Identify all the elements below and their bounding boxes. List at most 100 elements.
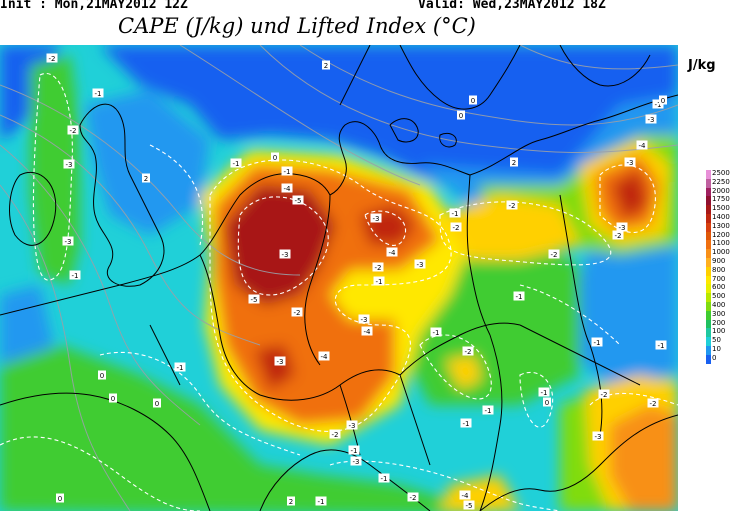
lifted-index-label-text: -1: [485, 407, 492, 415]
lifted-index-label-box: [548, 249, 560, 259]
lifted-index-label-box: [378, 473, 390, 483]
lifted-index-label-text: 2: [289, 498, 293, 506]
lifted-index-label-text: 0: [111, 395, 115, 403]
legend-swatch: [706, 187, 711, 197]
lifted-index-label-text: 0: [545, 399, 549, 407]
lifted-index-label-text: -2: [49, 55, 56, 63]
lifted-index-label-box: [98, 370, 106, 380]
legend-label: 700: [712, 274, 726, 283]
legend-label: 300: [712, 309, 726, 318]
lifted-index-label: -2: [612, 230, 624, 240]
lifted-index-label: -5: [248, 294, 260, 304]
legend-swatch: [706, 231, 711, 241]
legend-label: 100: [712, 327, 726, 336]
lifted-index-label-box: [142, 173, 150, 183]
lifted-index-label: -1: [591, 337, 603, 347]
lifted-index-label-box: [510, 157, 518, 167]
lifted-index-label-text: -2: [375, 264, 382, 272]
legend-swatch: [706, 266, 711, 276]
lifted-index-label: 0: [457, 110, 465, 120]
legend-label: 200: [712, 318, 726, 327]
legend-swatch: [706, 354, 711, 364]
lifted-index-label-text: 2: [144, 175, 148, 183]
lifted-index-label-text: -2: [551, 251, 558, 259]
lifted-index-label-box: [462, 346, 474, 356]
lifted-index-label-text: -1: [72, 272, 79, 280]
lifted-index-label-box: [538, 387, 550, 397]
lifted-index-label-box: [652, 99, 664, 109]
lifted-index-label-box: [386, 247, 398, 257]
legend-swatch: [706, 319, 711, 329]
lifted-index-label-text: -1: [318, 498, 325, 506]
lifted-index-label-box: [329, 429, 341, 439]
legend-item: 10: [706, 345, 732, 355]
legend-item: 2250: [706, 178, 732, 188]
lifted-index-label-box: [659, 95, 667, 105]
lifted-index-label-text: -3: [361, 316, 368, 324]
legend-label: 1400: [712, 212, 730, 221]
lifted-index-label-text: -1: [658, 342, 665, 350]
lifted-index-label: -1: [230, 158, 242, 168]
legend-item: 600: [706, 283, 732, 294]
lifted-index-label: -3: [616, 222, 628, 232]
lifted-index-label: -1: [69, 270, 81, 280]
lifted-index-label-text: 0: [100, 372, 104, 380]
legend-swatch: [706, 257, 711, 267]
legend-item: 2500: [706, 169, 732, 179]
legend-swatch: [706, 213, 711, 223]
lifted-index-label-box: [361, 326, 373, 336]
lifted-index-label: 0: [543, 397, 551, 407]
legend-item: 0: [706, 353, 732, 364]
lifted-index-label-box: [279, 249, 291, 259]
lifted-index-label-text: 0: [273, 154, 277, 162]
init-time-label: Init : Mon,21MAY2012 12Z: [0, 0, 188, 12]
legend-label: 0: [712, 353, 717, 362]
lifted-index-label: 2: [287, 496, 295, 506]
cape-color-legend: 2500 2250 2000 1750 1500 1400 1300 1200 1100 1000…: [706, 169, 732, 364]
lifted-index-label-box: [460, 418, 472, 428]
legend-item: 50: [706, 336, 732, 346]
lifted-index-label-box: [407, 492, 419, 502]
legend-label: 1750: [712, 195, 730, 204]
lifted-index-label-text: -3: [417, 261, 424, 269]
lifted-index-label: -3: [346, 420, 358, 430]
lifted-index-label: -5: [463, 500, 475, 510]
legend-swatch: [706, 170, 711, 179]
lifted-index-label: -2: [647, 398, 659, 408]
coastlines-borders: [0, 45, 678, 511]
lifted-index-label-text: -3: [65, 238, 72, 246]
lifted-index-label: -1: [652, 99, 664, 109]
lifted-index-label-box: [281, 166, 293, 176]
lifted-index-label: -1: [281, 166, 293, 176]
lifted-index-label: -3: [274, 356, 286, 366]
legend-swatch: [706, 275, 711, 285]
lifted-index-label-box: [69, 270, 81, 280]
lifted-index-label: -3: [592, 431, 604, 441]
lifted-index-label-text: -2: [601, 391, 608, 399]
lifted-index-label: -3: [414, 259, 426, 269]
lifted-index-label: -1: [430, 327, 442, 337]
lifted-index-label-text: -1: [177, 364, 184, 372]
lifted-index-label-text: -3: [66, 161, 73, 169]
lifted-index-label: -1: [449, 208, 461, 218]
lifted-index-label-box: [63, 159, 75, 169]
legend-item: 400: [706, 301, 732, 311]
lifted-index-label-text: -2: [615, 232, 622, 240]
legend-item: 1750: [706, 195, 732, 206]
lifted-index-label-box: [463, 500, 475, 510]
lifted-index-label-box: [153, 398, 161, 408]
lifted-index-label-text: -1: [452, 210, 459, 218]
lifted-index-label-box: [230, 158, 242, 168]
lifted-index-label-box: [655, 340, 667, 350]
legend-swatch: [706, 328, 711, 338]
lifted-index-label-text: -2: [509, 202, 516, 210]
lifted-index-label-box: [281, 183, 293, 193]
legend-item: 1400: [706, 212, 732, 223]
legend-item: 900: [706, 257, 732, 267]
lifted-index-label: -4: [636, 140, 648, 150]
legend-label: 1200: [712, 230, 730, 239]
lifted-index-label-box: [513, 291, 525, 301]
lifted-index-label: -3: [358, 314, 370, 324]
lifted-index-label-box: [46, 53, 58, 63]
lifted-index-label-text: -1: [433, 329, 440, 337]
